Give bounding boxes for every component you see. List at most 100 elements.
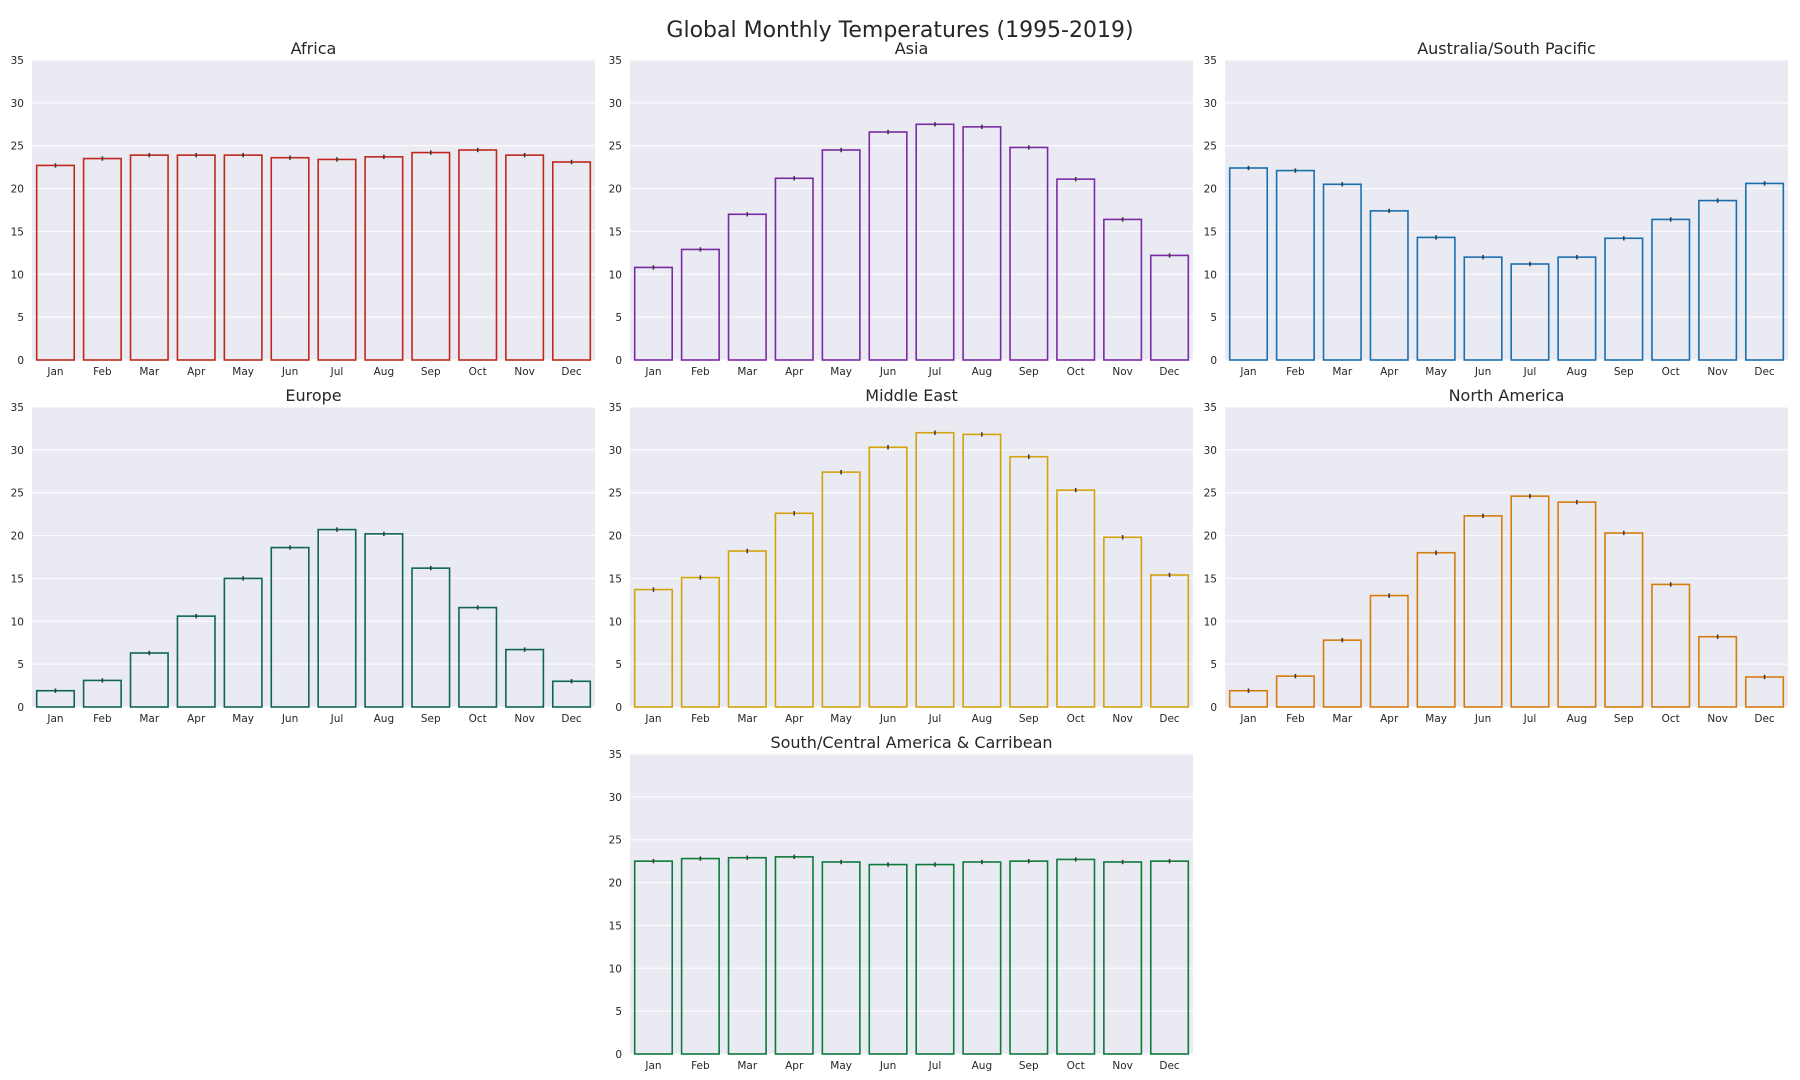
middle-east-xtick-label: Sep: [1019, 713, 1039, 725]
africa-xtick-label: Mar: [139, 366, 159, 378]
north-america-title: North America: [1449, 386, 1565, 405]
europe-xtick-label: Jul: [330, 713, 344, 725]
middle-east-ytick-label: 10: [609, 616, 622, 628]
europe-ytick-label: 15: [11, 573, 24, 585]
asia-xtick-label: Jan: [644, 366, 661, 378]
europe-ytick-label: 30: [11, 445, 24, 457]
middle-east-ytick-label: 25: [609, 488, 622, 500]
australia-south-pacific-xtick-label: Jun: [1474, 366, 1491, 378]
europe-ytick-label: 5: [17, 659, 24, 671]
asia-xtick-label: Mar: [737, 366, 757, 378]
australia-south-pacific-ytick-label: 0: [1210, 355, 1217, 367]
australia-south-pacific-xtick-label: Jan: [1239, 366, 1256, 378]
middle-east-ytick-label: 35: [609, 402, 622, 414]
middle-east-xtick-label: Feb: [691, 713, 710, 725]
asia-ytick-label: 20: [609, 184, 622, 196]
south-central-america-carribean-ytick-label: 30: [609, 792, 622, 804]
south-central-america-carribean-xtick-label: Jun: [879, 1060, 896, 1072]
europe-xtick-label: Apr: [187, 713, 206, 725]
middle-east-xtick-label: Aug: [972, 713, 993, 725]
australia-south-pacific-ytick-label: 10: [1204, 269, 1217, 281]
panel-north-america: 0 5 10 15 20 25 30 35 Jan Feb Mar Apr May Jun Jul Aug Se…: [1204, 386, 1788, 725]
south-central-america-carribean-xtick-label: Mar: [737, 1060, 757, 1072]
europe-ytick-label: 10: [11, 616, 24, 628]
africa-xtick-label: Oct: [469, 366, 487, 378]
middle-east-plot-area: [630, 407, 1193, 707]
asia-ytick-label: 10: [609, 269, 622, 281]
south-central-america-carribean-xtick-label: Sep: [1019, 1060, 1039, 1072]
south-central-america-carribean-xtick-label: Jan: [644, 1060, 661, 1072]
africa-xtick-label: Jan: [46, 366, 63, 378]
south-central-america-carribean-xtick-label: May: [830, 1060, 852, 1072]
middle-east-xtick-label: Jul: [928, 713, 942, 725]
south-central-america-carribean-ytick-label: 25: [609, 835, 622, 847]
australia-south-pacific-xtick-label: Oct: [1662, 366, 1680, 378]
australia-south-pacific-ytick-label: 25: [1204, 141, 1217, 153]
africa-xtick-label: Sep: [421, 366, 441, 378]
europe-plot-area: [32, 407, 595, 707]
middle-east-xtick-label: Oct: [1067, 713, 1085, 725]
panel-middle-east: 0 5 10 15 20 25 30 35 Jan Feb Mar Apr May Jun Jul Aug Se…: [609, 386, 1193, 725]
asia-ytick-label: 25: [609, 141, 622, 153]
africa-ytick-label: 25: [11, 141, 24, 153]
south-central-america-carribean-xtick-label: Oct: [1067, 1060, 1085, 1072]
south-central-america-carribean-xtick-label: Nov: [1112, 1060, 1133, 1072]
africa-ytick-label: 20: [11, 184, 24, 196]
europe-xtick-label: Jun: [281, 713, 298, 725]
north-america-ytick-label: 35: [1204, 402, 1217, 414]
australia-south-pacific-xtick-label: Aug: [1567, 366, 1588, 378]
asia-ytick-label: 0: [615, 355, 622, 367]
north-america-ytick-label: 5: [1210, 659, 1217, 671]
africa-ytick-label: 35: [11, 55, 24, 67]
asia-xtick-label: Dec: [1159, 366, 1180, 378]
panel-europe: 0 5 10 15 20 25 30 35 Jan Feb Mar Apr May Jun Jul Aug Se…: [11, 386, 595, 725]
north-america-xtick-label: Apr: [1380, 713, 1399, 725]
europe-xtick-label: Jan: [46, 713, 63, 725]
south-central-america-carribean-xtick-label: Feb: [691, 1060, 710, 1072]
north-america-ytick-label: 25: [1204, 488, 1217, 500]
asia-xtick-label: Apr: [785, 366, 804, 378]
africa-ytick-label: 0: [17, 355, 24, 367]
europe-xtick-label: Sep: [421, 713, 441, 725]
south-central-america-carribean-ytick-label: 35: [609, 749, 622, 761]
asia-title: Asia: [895, 39, 929, 58]
middle-east-title: Middle East: [865, 386, 957, 405]
south-central-america-carribean-xtick-label: Apr: [785, 1060, 804, 1072]
north-america-xtick-label: Aug: [1567, 713, 1588, 725]
europe-xtick-label: Feb: [93, 713, 112, 725]
africa-xtick-label: Jun: [281, 366, 298, 378]
north-america-ytick-label: 10: [1204, 616, 1217, 628]
north-america-ytick-label: 0: [1210, 702, 1217, 714]
north-america-ytick-label: 30: [1204, 445, 1217, 457]
north-america-xtick-label: May: [1425, 713, 1447, 725]
europe-xtick-label: Nov: [514, 713, 535, 725]
europe-xtick-label: Oct: [469, 713, 487, 725]
australia-south-pacific-ytick-label: 15: [1204, 226, 1217, 238]
asia-ytick-label: 35: [609, 55, 622, 67]
north-america-plot-area: [1225, 407, 1788, 707]
africa-xtick-label: Jul: [330, 366, 344, 378]
middle-east-ytick-label: 5: [615, 659, 622, 671]
asia-plot-area: [630, 60, 1193, 360]
south-central-america-carribean-title: South/Central America & Carribean: [770, 733, 1052, 752]
south-central-america-carribean-ytick-label: 10: [609, 963, 622, 975]
africa-xtick-label: Nov: [514, 366, 535, 378]
australia-south-pacific-xtick-label: Feb: [1286, 366, 1305, 378]
panel-africa: 0 5 10 15 20 25 30 35 Jan Feb Mar Apr May Jun Jul Aug Se…: [11, 39, 595, 378]
asia-xtick-label: May: [830, 366, 852, 378]
australia-south-pacific-xtick-label: Jul: [1523, 366, 1537, 378]
australia-south-pacific-ytick-label: 5: [1210, 312, 1217, 324]
north-america-xtick-label: Oct: [1662, 713, 1680, 725]
asia-xtick-label: Jul: [928, 366, 942, 378]
south-central-america-carribean-xtick-label: Dec: [1159, 1060, 1180, 1072]
middle-east-xtick-label: Mar: [737, 713, 757, 725]
north-america-xtick-label: Dec: [1754, 713, 1775, 725]
south-central-america-carribean-ytick-label: 20: [609, 878, 622, 890]
south-central-america-carribean-xtick-label: Jul: [928, 1060, 942, 1072]
africa-ytick-label: 10: [11, 269, 24, 281]
south-central-america-carribean-xtick-label: Aug: [972, 1060, 993, 1072]
africa-xtick-label: Dec: [561, 366, 582, 378]
chart-panels: 0 5 10 15 20 25 30 35 Jan Feb Mar Apr May Jun Jul Aug Se…: [11, 39, 1788, 1072]
south-central-america-carribean-ytick-label: 0: [615, 1049, 622, 1061]
